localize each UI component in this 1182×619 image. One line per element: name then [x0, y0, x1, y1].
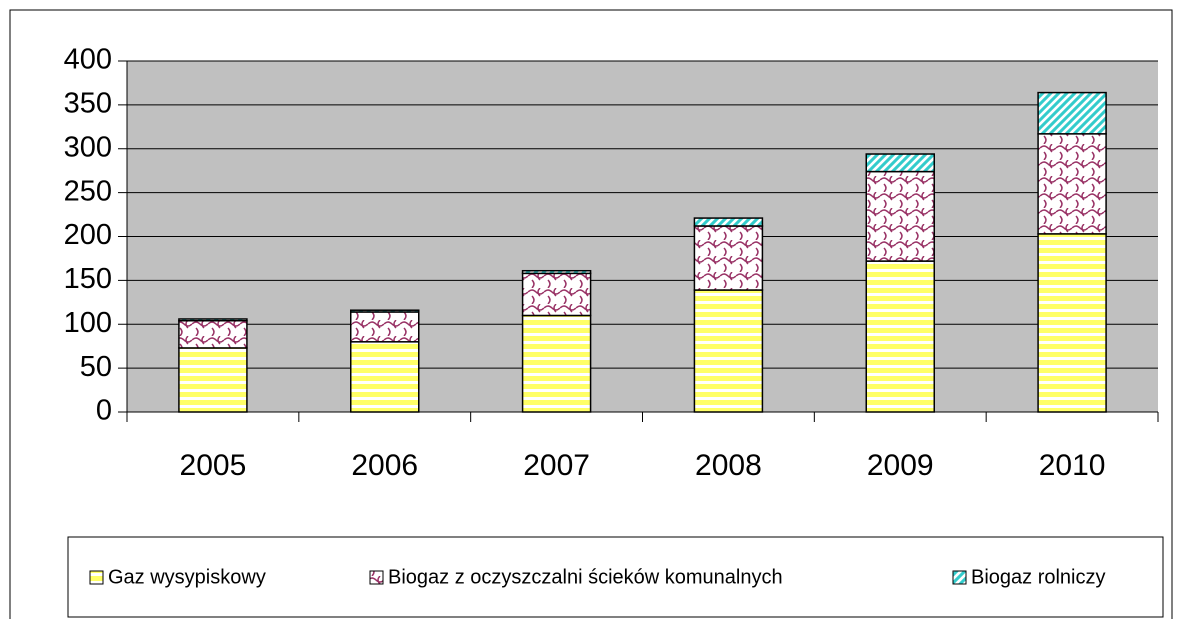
bar-segment	[693, 217, 764, 227]
bar-segment	[178, 319, 248, 349]
bar-segment	[1037, 233, 1107, 413]
legend-label: Gaz wysypiskowy	[108, 566, 266, 588]
y-tick-label: 100	[64, 307, 112, 339]
x-tick-label: 2008	[695, 449, 762, 482]
y-tick-label: 350	[64, 88, 112, 120]
y-tick-label: 300	[64, 131, 112, 163]
bar-segment	[693, 225, 764, 291]
y-tick-label: 50	[80, 351, 112, 383]
bar-segment	[178, 318, 248, 322]
x-tick-label: 2005	[180, 449, 247, 482]
x-tick-label: 2006	[351, 449, 418, 482]
bar-segment	[521, 314, 592, 413]
y-tick-label: 0	[96, 395, 112, 427]
bar-segment	[693, 289, 764, 413]
bar-segment	[865, 260, 935, 413]
legend-swatch	[369, 570, 384, 585]
bar-segment	[350, 309, 420, 313]
legend-label: Biogaz z oczyszczalni ścieków komunalnyc…	[388, 566, 783, 588]
bar-segment	[865, 170, 935, 262]
bar-segment	[1037, 133, 1107, 235]
legend-swatch	[89, 570, 104, 585]
bar-segment	[865, 153, 935, 173]
y-tick-label: 150	[64, 263, 112, 295]
legend-box	[67, 536, 1164, 618]
legend-swatch	[952, 570, 967, 585]
y-tick-label: 200	[64, 219, 112, 251]
y-tick-label: 250	[64, 175, 112, 207]
bar-segment	[350, 341, 420, 413]
y-tick-label: 400	[64, 44, 112, 76]
x-tick-label: 2010	[1039, 449, 1106, 482]
bar-segment	[521, 272, 592, 317]
bar-segment	[521, 269, 592, 275]
x-tick-label: 2007	[523, 449, 590, 482]
legend-label: Biogaz rolniczy	[971, 566, 1106, 588]
bar-segment	[350, 311, 420, 343]
bar-segment	[178, 347, 248, 413]
bar-segment	[1037, 91, 1107, 135]
chart-border	[9, 9, 1173, 619]
x-tick-label: 2009	[867, 449, 934, 482]
